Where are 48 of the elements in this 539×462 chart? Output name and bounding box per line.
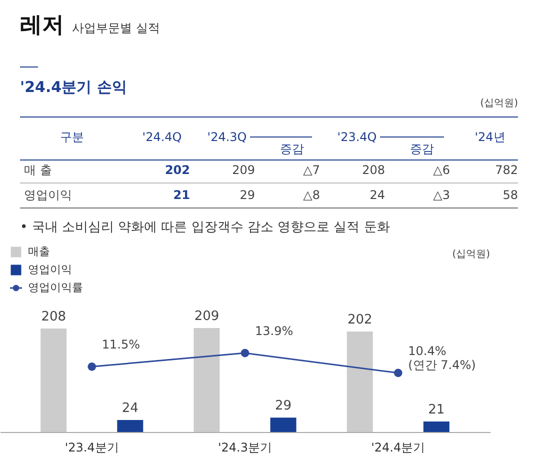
data-label: 209 xyxy=(194,309,220,324)
x-tick-label: '23.4분기 xyxy=(64,440,119,454)
text: '24.3Q xyxy=(207,130,247,144)
text: 24 xyxy=(370,188,385,202)
data-label: 10.4% (연간 7.4%) xyxy=(408,344,476,372)
bar xyxy=(40,328,67,432)
text: 782 xyxy=(495,163,518,177)
text: (십억원) xyxy=(452,249,490,260)
text: 사업부문별 실적 xyxy=(72,21,160,35)
text: 209 xyxy=(232,163,255,177)
text: 레저 xyxy=(20,13,64,38)
x-tick-label: '24.3분기 xyxy=(218,440,272,454)
bar xyxy=(270,418,296,432)
text: 29 xyxy=(240,188,255,202)
data-label: 13.9% xyxy=(255,324,294,338)
text: 증감 xyxy=(280,142,304,156)
bar xyxy=(346,331,373,432)
legend-label: 매출 xyxy=(28,245,50,258)
text: '23.4Q xyxy=(337,130,377,144)
text: 구분 xyxy=(60,130,84,144)
bar xyxy=(194,328,220,432)
x-tick-label: '24.4분기 xyxy=(371,440,426,454)
data-label: 202 xyxy=(347,312,372,328)
data-label: 11.5% xyxy=(102,338,140,352)
text: • 국내 소비심리 약화에 따른 입장객수 감소 영향으로 실적 둔화 xyxy=(20,220,390,235)
text: 매 출 xyxy=(24,163,52,177)
text: 208 xyxy=(362,163,385,177)
text: 202 xyxy=(164,163,190,177)
bar xyxy=(117,420,144,432)
text: '24.4Q xyxy=(142,130,182,144)
bar xyxy=(423,422,450,432)
data-label: 24 xyxy=(122,401,138,416)
data-label: 21 xyxy=(428,402,445,418)
text: △6 xyxy=(433,163,450,177)
text: △8 xyxy=(303,188,320,202)
text: 증감 xyxy=(410,142,434,156)
text: (십억원) xyxy=(480,98,518,109)
legend-label: 영업이익률 xyxy=(28,281,83,294)
text: 58 xyxy=(502,188,518,202)
data-label: 208 xyxy=(41,310,66,324)
text: 21 xyxy=(173,188,190,202)
text: '24.4분기 손익 xyxy=(20,78,127,96)
text: 영업이익 xyxy=(24,188,72,202)
text: '24년 xyxy=(474,130,506,144)
text: △7 xyxy=(303,163,320,177)
legend-label: 영업이익 xyxy=(28,263,72,276)
text: △3 xyxy=(433,188,450,202)
data-label: 29 xyxy=(275,398,292,414)
